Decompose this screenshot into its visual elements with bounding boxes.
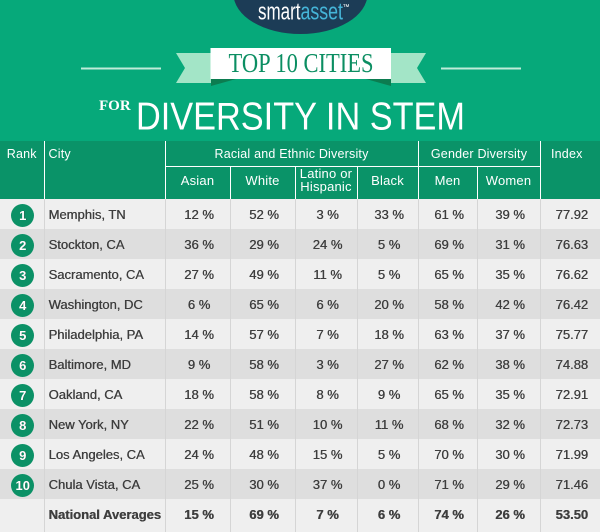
svg-text:FOR: FOR: [99, 98, 131, 114]
svg-text:asset: asset: [301, 0, 344, 26]
svg-text:DIVERSITY IN STEM: DIVERSITY IN STEM: [136, 96, 465, 139]
svg-text:TOP 10 CITIES: TOP 10 CITIES: [229, 47, 374, 78]
svg-text:™: ™: [343, 4, 350, 11]
svg-text:smart: smart: [258, 0, 301, 26]
